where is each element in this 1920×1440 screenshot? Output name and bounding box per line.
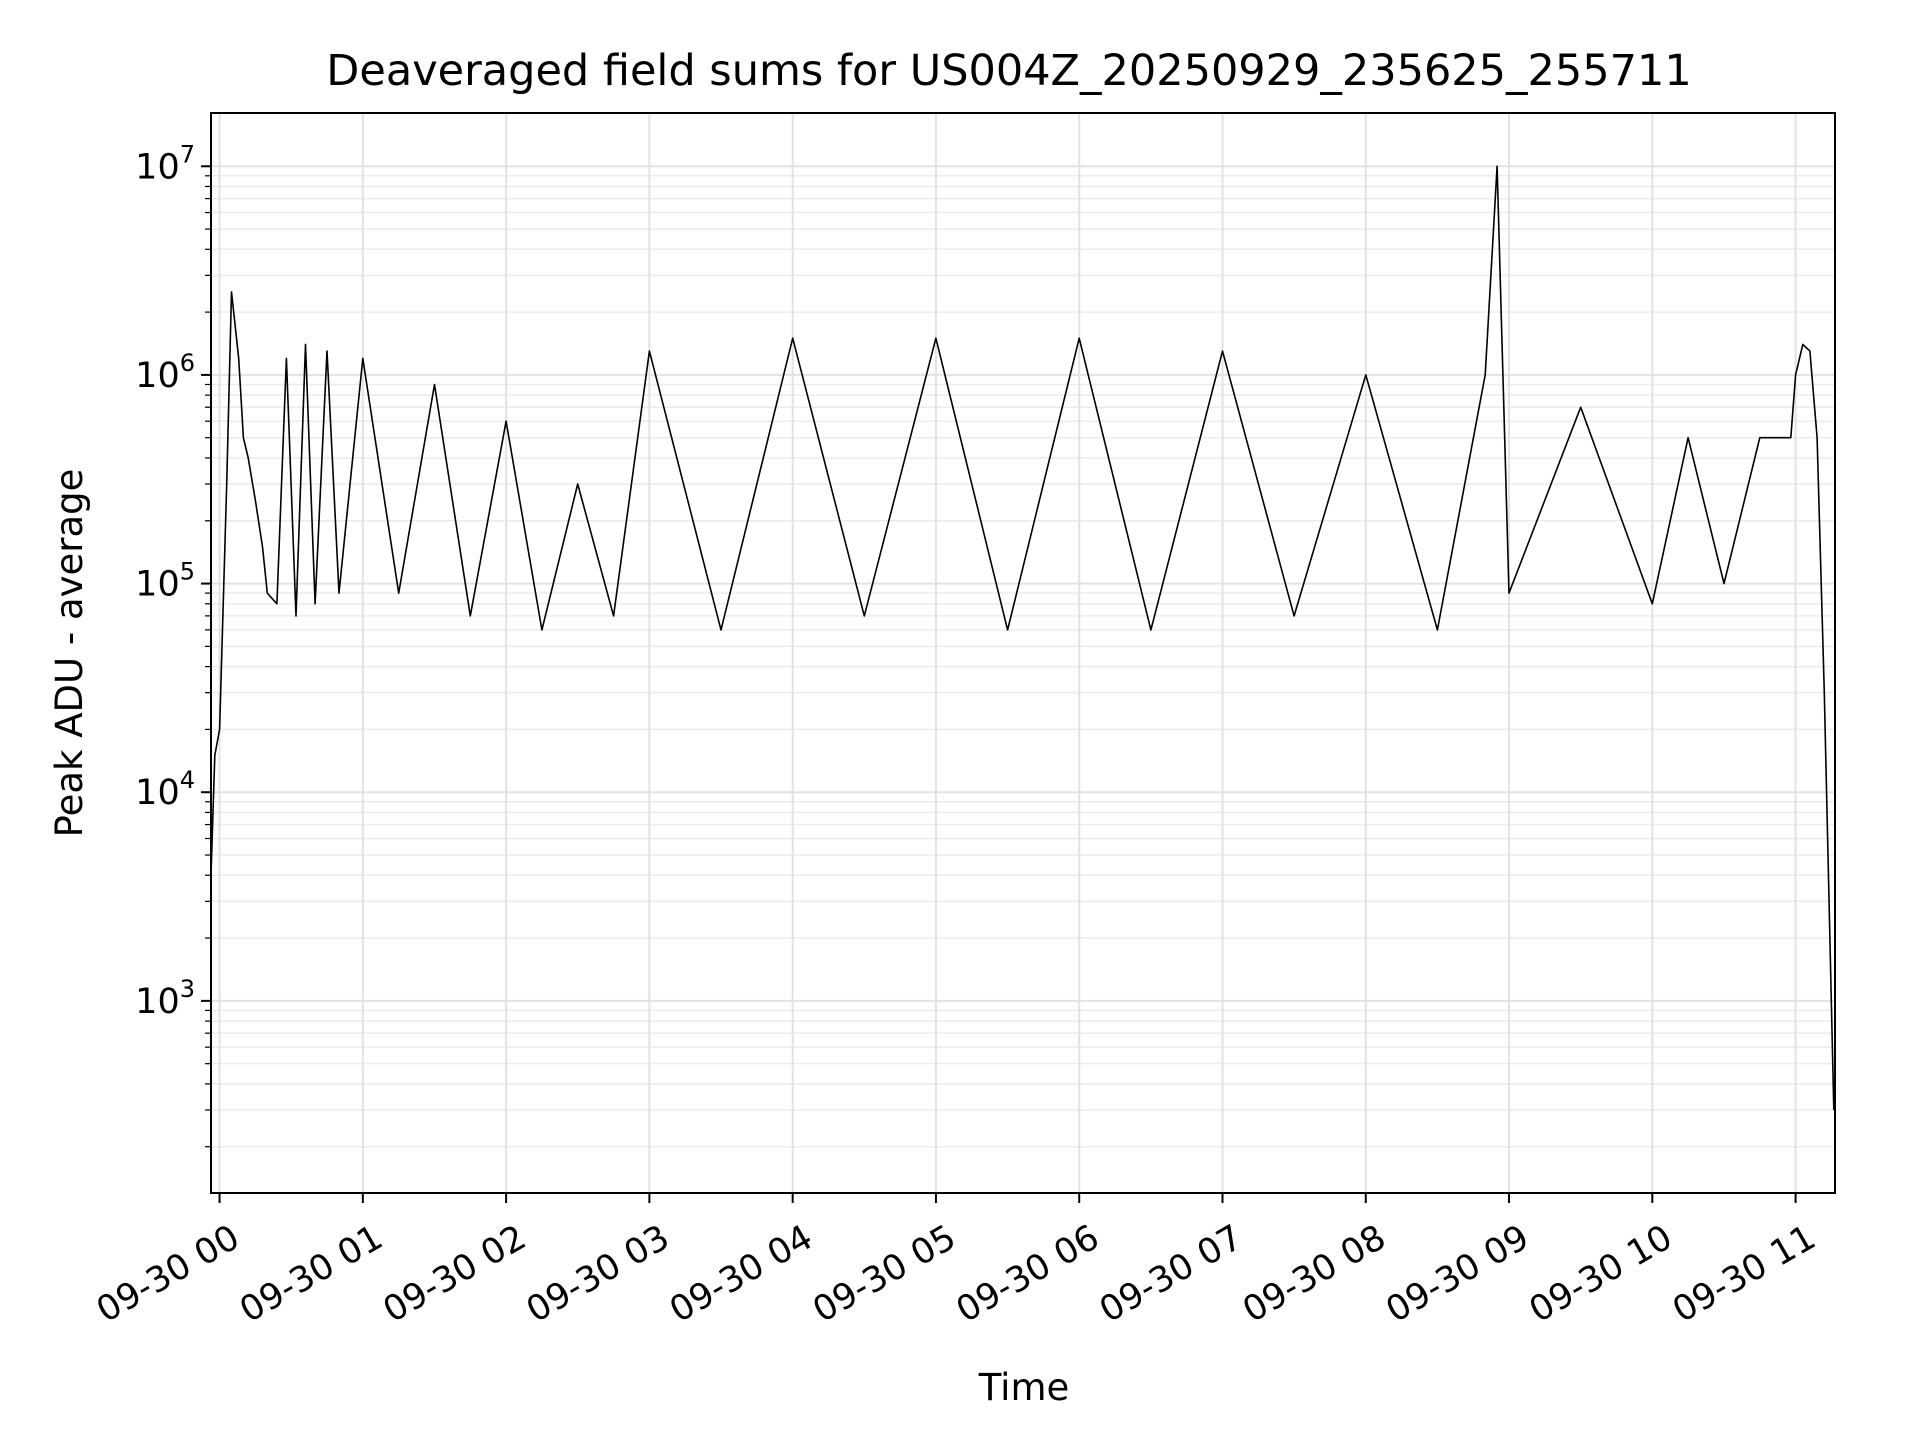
x-tick-label: 09-30 02 bbox=[377, 1218, 533, 1331]
x-tick-label: 09-30 08 bbox=[1236, 1218, 1392, 1331]
x-tick-label: 09-30 05 bbox=[807, 1218, 963, 1331]
y-tick-label: 103 bbox=[135, 975, 195, 1022]
x-axis-label: Time bbox=[978, 1366, 1070, 1409]
x-tick-label: 09-30 06 bbox=[950, 1218, 1106, 1331]
y-tick-label: 104 bbox=[135, 766, 195, 813]
grid bbox=[211, 113, 1835, 1193]
y-axis: 103 104 105 106 107 bbox=[135, 140, 211, 1148]
plot-frame bbox=[210, 112, 1836, 1194]
y-tick-label: 107 bbox=[135, 140, 195, 187]
x-tick-label: 09-30 01 bbox=[233, 1218, 389, 1331]
series-layer bbox=[210, 165, 1835, 1111]
y-axis-label: Peak ADU - average bbox=[48, 469, 91, 838]
x-tick-label: 09-30 11 bbox=[1666, 1218, 1822, 1331]
x-tick-label: 09-30 03 bbox=[520, 1218, 676, 1331]
x-tick-label: 09-30 10 bbox=[1523, 1218, 1679, 1331]
chart-title: Deaveraged field sums for US004Z_2025092… bbox=[326, 46, 1691, 96]
x-tick-label: 09-30 04 bbox=[663, 1218, 819, 1331]
y-tick-label: 105 bbox=[135, 558, 195, 605]
x-tick-label: 09-30 09 bbox=[1380, 1218, 1536, 1331]
y-tick-label: 106 bbox=[135, 349, 195, 396]
x-tick-label: 09-30 07 bbox=[1093, 1218, 1249, 1331]
data-line bbox=[210, 165, 1835, 1111]
x-tick-label: 09-30 00 bbox=[90, 1218, 246, 1331]
